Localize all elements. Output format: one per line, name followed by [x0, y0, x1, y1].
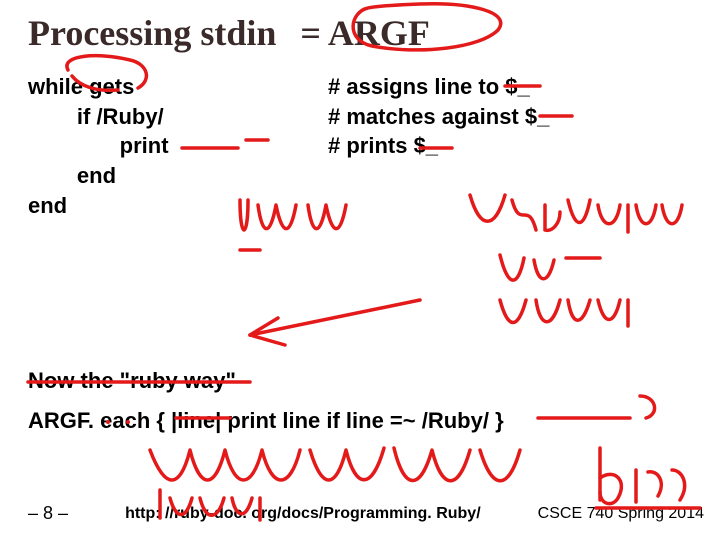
code-left: end	[28, 191, 328, 221]
slide-title: Processing stdin	[28, 12, 276, 54]
code-comment: # matches against $_	[328, 102, 549, 132]
slide: Processing stdin = ARGF while gets # ass…	[0, 0, 720, 540]
code-line: print # prints $_	[28, 131, 692, 161]
title-row: Processing stdin = ARGF	[28, 12, 692, 54]
code-left: print	[28, 131, 328, 161]
code-line: while gets # assigns line to $_	[28, 72, 692, 102]
code-line: if /Ruby/ # matches against $_	[28, 102, 692, 132]
code-left: while gets	[28, 72, 328, 102]
slide-title-eq: = ARGF	[300, 12, 430, 54]
code-line: end	[28, 161, 692, 191]
code-comment: # assigns line to $_	[328, 72, 530, 102]
code-left: end	[28, 161, 328, 191]
footer: – 8 – http: //ruby-doc. org/docs/Program…	[28, 503, 704, 524]
argf-each-line: ARGF. each { |line| print line if line =…	[28, 408, 692, 434]
code-comment: # prints $_	[328, 131, 438, 161]
page-number: – 8 –	[28, 503, 68, 524]
code-left: if /Ruby/	[28, 102, 328, 132]
footer-url: http: //ruby-doc. org/docs/Programming. …	[68, 505, 538, 523]
footer-course: CSCE 740 Spring 2014	[538, 505, 704, 523]
now-the-ruby-way: Now the "ruby way"	[28, 368, 692, 394]
code-line: end	[28, 191, 692, 221]
code-block: while gets # assigns line to $_ if /Ruby…	[28, 72, 692, 220]
